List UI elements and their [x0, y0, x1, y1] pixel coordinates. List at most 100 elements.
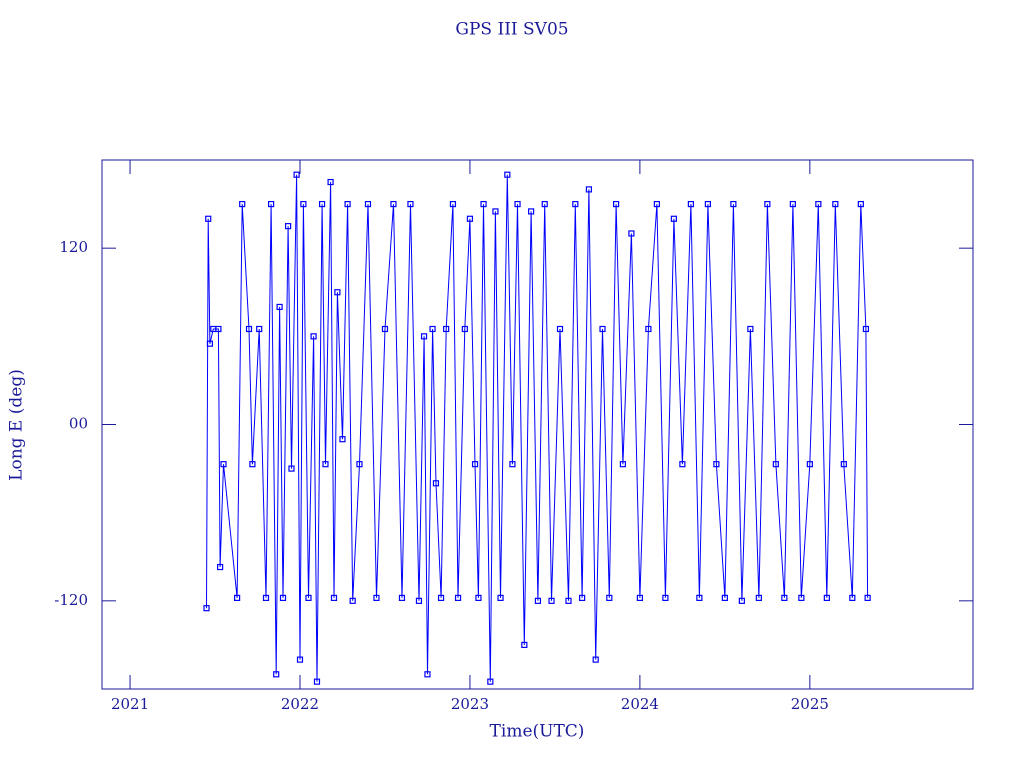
data-point — [670, 215, 677, 222]
data-point — [432, 480, 440, 487]
data-point — [262, 594, 270, 601]
data-point — [471, 461, 479, 468]
y-tick-label: 00 — [69, 415, 88, 433]
data-point — [572, 200, 579, 208]
data-point — [443, 325, 450, 333]
data-point — [205, 215, 212, 222]
data-point — [429, 325, 436, 333]
data-point — [364, 200, 372, 208]
x-tick-label: 2023 — [451, 695, 489, 713]
data-point — [373, 594, 380, 601]
data-point — [245, 325, 253, 333]
data-point — [206, 340, 214, 347]
data-point — [273, 671, 280, 678]
data-point — [407, 200, 414, 208]
data-point — [322, 461, 329, 468]
data-point — [747, 325, 754, 333]
data-point — [454, 594, 462, 601]
data-point — [215, 325, 222, 333]
data-point — [327, 178, 334, 186]
data-point — [415, 597, 423, 604]
data-point — [497, 594, 504, 601]
data-point — [349, 597, 356, 604]
data-point — [461, 325, 468, 333]
y-tick-label: -120 — [54, 591, 88, 609]
data-point — [288, 465, 295, 472]
data-point — [330, 594, 338, 601]
data-point — [585, 186, 593, 193]
data-point — [849, 594, 856, 601]
data-point — [437, 594, 445, 601]
data-point — [704, 200, 711, 208]
data-point — [857, 200, 864, 208]
data-point — [606, 594, 613, 601]
data-point — [579, 594, 586, 601]
data-point — [636, 594, 643, 601]
data-point — [864, 594, 871, 601]
data-point — [592, 656, 599, 663]
data-point — [645, 325, 652, 333]
data-point — [653, 200, 660, 208]
data-point — [480, 200, 487, 208]
data-point — [276, 303, 283, 311]
data-point — [504, 171, 511, 178]
data-point — [806, 461, 813, 468]
plot-area — [203, 171, 871, 685]
data-point — [293, 171, 300, 178]
y-axis-label: Long E (deg) — [7, 369, 27, 481]
data-point — [466, 215, 474, 222]
data-point — [217, 563, 224, 571]
data-point — [256, 325, 263, 333]
y-tick-label: 120 — [59, 238, 88, 256]
data-point — [305, 594, 312, 601]
data-point — [798, 594, 805, 601]
data-point — [696, 594, 703, 601]
data-point — [356, 461, 363, 468]
data-point — [840, 461, 847, 468]
data-point — [279, 594, 287, 601]
data-point — [613, 200, 620, 208]
data-point — [738, 597, 745, 604]
data-point — [730, 200, 737, 208]
x-axis-label: Time(UTC) — [490, 722, 585, 742]
data-point — [721, 594, 728, 601]
data-point — [541, 200, 548, 208]
data-point — [789, 200, 796, 208]
data-point — [781, 594, 788, 601]
data-line — [206, 174, 869, 682]
data-point — [313, 678, 321, 685]
data-point — [528, 208, 535, 215]
data-point — [619, 461, 627, 468]
data-point — [556, 325, 564, 333]
data-point — [509, 461, 516, 468]
data-point — [534, 597, 542, 604]
data-point — [344, 200, 351, 208]
data-point — [492, 208, 499, 215]
data-point — [296, 656, 304, 663]
data-point — [662, 594, 669, 601]
data-point — [318, 200, 326, 208]
data-point — [220, 461, 227, 468]
data-point — [521, 641, 528, 649]
data-point — [823, 594, 830, 601]
data-point — [862, 325, 870, 333]
data-point — [755, 594, 762, 601]
data-point — [203, 605, 210, 612]
data-point — [234, 594, 241, 601]
data-point — [764, 200, 771, 208]
data-point — [832, 200, 839, 208]
data-point — [687, 200, 694, 208]
data-point — [390, 200, 397, 208]
x-tick-label: 2025 — [791, 695, 829, 713]
data-point — [565, 597, 572, 604]
data-point — [284, 223, 292, 230]
data-point — [424, 671, 431, 678]
data-point — [249, 461, 256, 468]
data-point — [381, 325, 389, 333]
x-tick-label: 2021 — [111, 695, 149, 713]
data-point — [339, 436, 346, 443]
data-point — [815, 200, 822, 208]
x-tick-label: 2022 — [281, 695, 319, 713]
data-point — [398, 594, 406, 601]
